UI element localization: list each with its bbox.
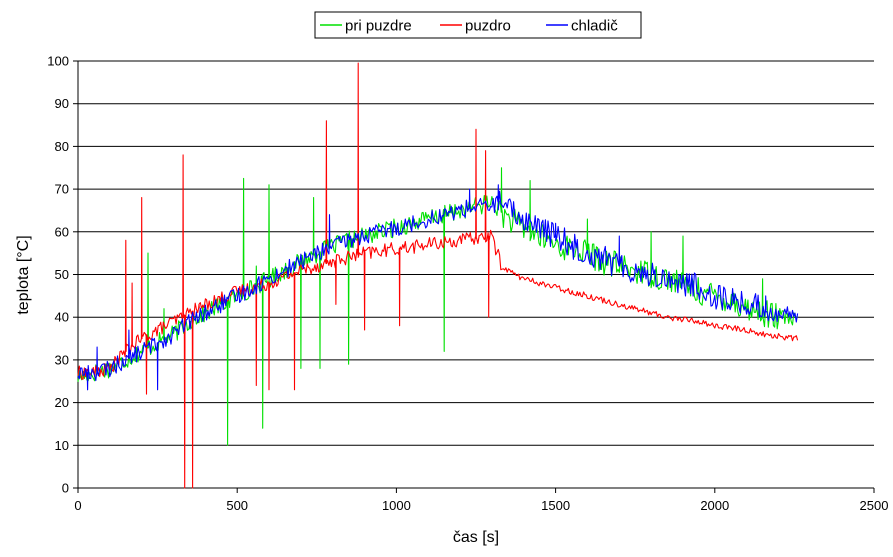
legend-label-3: chladič: [571, 18, 618, 35]
series-line-3: [77, 184, 799, 391]
grid-lines: [78, 60, 874, 446]
y-tick-label: 10: [55, 438, 69, 453]
y-tick-label: 30: [55, 352, 69, 367]
y-tick-label: 100: [47, 54, 69, 69]
x-tick-label: 1000: [382, 498, 411, 513]
y-tick-label: 0: [62, 481, 69, 496]
y-tick-label: 80: [55, 139, 69, 154]
x-tick-label: 0: [74, 498, 81, 513]
series-line-1: [77, 167, 798, 446]
y-axis-title: teplota [°C]: [15, 235, 32, 314]
y-tick-label: 60: [55, 224, 69, 239]
x-tick-label: 2000: [700, 498, 729, 513]
y-tick-label: 70: [55, 182, 69, 197]
series-lines: [77, 62, 799, 489]
x-tick-label: 2500: [860, 498, 889, 513]
legend-items: pri puzdre puzdro chladič: [320, 18, 618, 35]
x-tick-label: 1500: [541, 498, 570, 513]
y-tick-label: 90: [55, 96, 69, 111]
y-tick-label: 40: [55, 310, 69, 325]
x-axis-title: čas [s]: [453, 529, 499, 546]
y-tick-label: 50: [55, 267, 69, 282]
x-tick-label: 500: [226, 498, 248, 513]
legend-box: [314, 11, 642, 39]
y-tick-label: 20: [55, 395, 69, 410]
series-line-2: [77, 62, 799, 489]
axes: [73, 60, 875, 493]
legend-label-2: puzdro: [465, 18, 511, 35]
legend: pri puzdre puzdro chladič: [314, 11, 642, 39]
legend-label-1: pri puzdre: [345, 18, 412, 35]
